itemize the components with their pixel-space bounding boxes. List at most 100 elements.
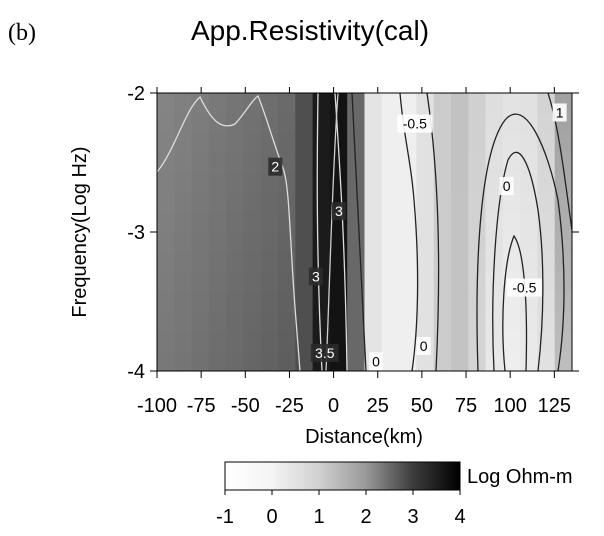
heatmap-cell (295, 172, 314, 193)
colorbar: -1 0 1 2 3 4 Log Ohm-m (216, 461, 573, 528)
heatmap-cell (347, 232, 366, 253)
heatmap-cell (468, 232, 487, 253)
heatmap-cell (157, 132, 175, 154)
heatmap-cell (502, 152, 521, 174)
x-tick-label: 100 (494, 395, 527, 417)
heatmap-cell (537, 251, 556, 273)
heatmap-cell (191, 251, 210, 273)
heatmap-cell (381, 93, 400, 114)
heatmap-cell (226, 331, 245, 352)
heatmap-cell (347, 331, 366, 352)
heatmap-cell (312, 132, 331, 154)
heatmap-cells (157, 93, 572, 371)
contour-label: 1 (556, 104, 564, 120)
heatmap-cell (537, 132, 556, 154)
contour-label-bg (308, 267, 323, 286)
heatmap-cell (157, 152, 175, 174)
heatmap-cell (450, 232, 469, 253)
heatmap-cell (157, 112, 175, 134)
heatmap-cell (295, 331, 314, 352)
y-axis-label: Frequency(Log Hz) (69, 146, 91, 317)
heatmap-cell (450, 93, 469, 114)
contour-line-3-5 (325, 93, 339, 371)
heatmap-cell (208, 192, 227, 213)
heatmap-cell (243, 132, 262, 154)
heatmap-cell (243, 311, 262, 332)
heatmap-cell (278, 291, 296, 313)
heatmap-cell (226, 152, 245, 174)
heatmap-cell (191, 271, 210, 293)
heatmap-cell (537, 152, 556, 174)
heatmap-cell (537, 232, 556, 253)
heatmap-cell (502, 311, 521, 332)
heatmap-cell (312, 112, 331, 134)
heatmap-cell (381, 351, 400, 371)
heatmap-cell (502, 291, 521, 313)
heatmap-cell (554, 172, 572, 193)
heatmap-cell (347, 132, 366, 154)
heatmap-cell (537, 291, 556, 313)
heatmap-cell (502, 132, 521, 154)
heatmap-cell (208, 331, 227, 352)
colorbar-gradient (224, 461, 461, 491)
heatmap-cell (537, 351, 556, 371)
contour-label-bg (506, 278, 542, 297)
heatmap-cell (554, 232, 572, 253)
heatmap-cell (191, 351, 210, 371)
heatmap-cell (278, 172, 296, 193)
heatmap-cell (174, 351, 193, 371)
heatmap-cell (295, 351, 314, 371)
heatmap-cell (485, 93, 504, 114)
contour-label: 0 (503, 178, 511, 194)
heatmap-cell (174, 271, 193, 293)
heatmap-cell (381, 132, 400, 154)
contour-line-0-inner (492, 151, 544, 371)
heatmap-cell (416, 152, 435, 174)
x-tick-label: 50 (411, 395, 433, 417)
contour-label: 2 (271, 159, 279, 175)
heatmap-cell (364, 331, 383, 352)
heatmap-cell (485, 212, 504, 233)
heatmap-cell (157, 291, 175, 313)
heatmap-cell (208, 351, 227, 371)
heatmap-cell (433, 311, 452, 332)
heatmap-cell (208, 271, 227, 293)
heatmap-cell (191, 192, 210, 213)
colorbar-tick-label: 1 (313, 506, 324, 528)
heatmap-cell (329, 93, 348, 114)
heatmap-cell (399, 232, 417, 253)
heatmap-cell (295, 152, 314, 174)
heatmap-cell (450, 172, 469, 193)
heatmap-cell (260, 93, 279, 114)
heatmap-cell (468, 93, 487, 114)
panel-label: (b) (8, 20, 36, 46)
x-axis-label: Distance(km) (305, 426, 423, 448)
contour-label-bg (368, 352, 383, 371)
heatmap-cell (450, 112, 469, 134)
heatmap-cell (416, 271, 435, 293)
heatmap-cell (278, 93, 296, 114)
heatmap-cell (433, 112, 452, 134)
heatmap-cell (450, 212, 469, 233)
x-tick-label: 75 (455, 395, 477, 417)
heatmap-cell (416, 132, 435, 154)
y-tick-label: -4 (127, 361, 145, 383)
heatmap-cell (364, 132, 383, 154)
heatmap-cell (416, 291, 435, 313)
heatmap-cell (485, 331, 504, 352)
heatmap-cell (485, 172, 504, 193)
heatmap-cell (278, 112, 296, 134)
heatmap-cell (226, 132, 245, 154)
heatmap-cell (537, 311, 556, 332)
heatmap-cell (364, 291, 383, 313)
heatmap-cell (226, 311, 245, 332)
heatmap-cell (278, 351, 296, 371)
colorbar-ticks: -1 0 1 2 3 4 (216, 490, 466, 528)
contour-label: 0 (420, 338, 428, 354)
heatmap-cell (347, 112, 366, 134)
heatmap-cell (347, 192, 366, 213)
heatmap-cell (416, 351, 435, 371)
heatmap-area: 2 3 3 3.5 -0.5 0 0 0 -0.5 1 (157, 93, 572, 371)
heatmap-cell (347, 311, 366, 332)
